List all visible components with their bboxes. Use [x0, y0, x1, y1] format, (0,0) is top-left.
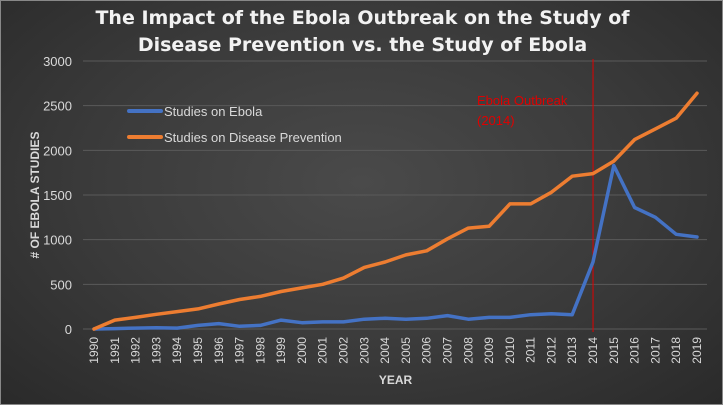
x-tick-label: 2015 — [607, 337, 621, 364]
x-tick-label: 2010 — [503, 337, 517, 364]
y-axis-title: # OF EBOLA STUDIES — [28, 132, 42, 259]
x-tick-label: 2007 — [440, 337, 454, 364]
x-tick-label: 1994 — [170, 337, 184, 364]
x-tick-label: 2000 — [295, 337, 309, 364]
legend-label: Studies on Ebola — [164, 104, 263, 119]
x-tick-label: 2011 — [524, 337, 538, 363]
x-tick-label: 1991 — [108, 337, 122, 364]
x-tick-label: 2019 — [690, 337, 704, 364]
x-tick-label: 2008 — [461, 337, 475, 364]
x-tick-label: 2006 — [420, 337, 434, 364]
x-tick-label: 2018 — [669, 337, 683, 364]
x-tick-label: 2001 — [316, 337, 330, 364]
annotation-label-line2: (2014) — [477, 113, 515, 128]
y-tick-label: 3000 — [43, 54, 72, 69]
y-tick-label: 1500 — [43, 188, 72, 203]
y-tick-label: 0 — [65, 322, 72, 337]
x-tick-label: 1996 — [212, 337, 226, 364]
x-tick-label: 1992 — [129, 337, 143, 364]
x-tick-label: 2017 — [648, 337, 662, 364]
x-tick-label: 2009 — [482, 337, 496, 364]
x-tick-label: 1993 — [149, 337, 163, 364]
y-tick-label: 2500 — [43, 99, 72, 114]
x-tick-label: 1997 — [233, 337, 247, 364]
annotation-label-line1: Ebola Outbreak — [477, 93, 568, 108]
series-line-ebola — [94, 166, 697, 330]
x-tick-label: 2002 — [337, 337, 351, 364]
y-tick-label: 1000 — [43, 233, 72, 248]
x-tick-label: 2014 — [586, 337, 600, 364]
x-tick-label: 1995 — [191, 337, 205, 364]
x-tick-label: 2013 — [565, 337, 579, 364]
series-line-disease-prevention — [94, 93, 697, 329]
y-tick-label: 500 — [50, 277, 72, 292]
x-tick-label: 1999 — [274, 337, 288, 364]
x-tick-label: 1998 — [253, 337, 267, 364]
x-tick-label: 2012 — [544, 337, 558, 364]
x-tick-label: 2003 — [357, 337, 371, 364]
legend-label: Studies on Disease Prevention — [164, 130, 342, 145]
y-tick-label: 2000 — [43, 143, 72, 158]
x-tick-label: 2016 — [628, 337, 642, 364]
x-tick-label: 1990 — [87, 337, 101, 364]
x-tick-label: 2004 — [378, 337, 392, 364]
x-tick-label: 2005 — [399, 337, 413, 364]
x-axis-title: YEAR — [379, 373, 413, 387]
